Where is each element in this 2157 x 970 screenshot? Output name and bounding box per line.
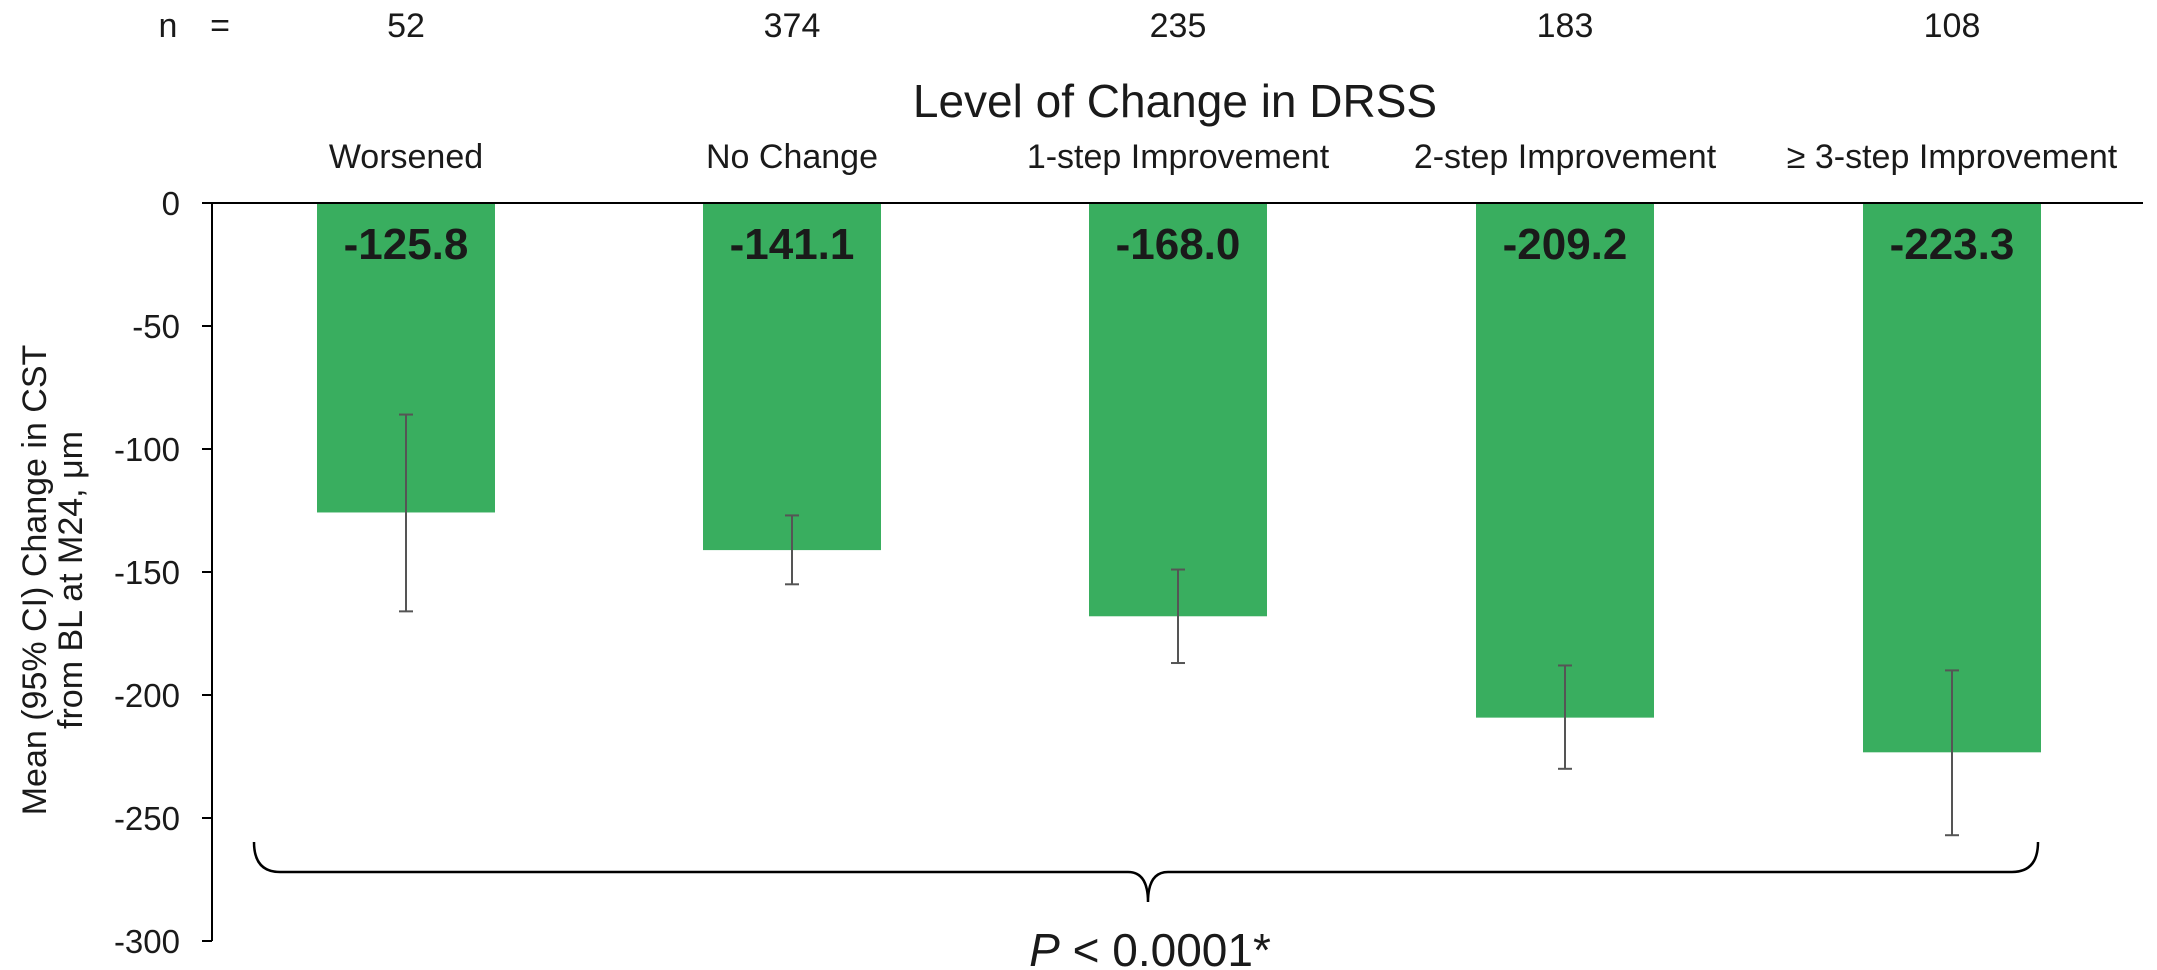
error-bars	[399, 413, 1959, 837]
n-value-0: 52	[387, 7, 425, 45]
value-label-1: -141.1	[730, 220, 855, 269]
significance-bracket	[252, 841, 2040, 903]
n-value-3: 183	[1537, 7, 1594, 45]
y-tick-label-4: -200	[114, 677, 180, 714]
value-label-0: -125.8	[344, 220, 469, 269]
y-tick-label-1: -50	[132, 308, 180, 345]
category-label-3: 2-step Improvement	[1414, 138, 1717, 176]
category-label-0: Worsened	[329, 138, 483, 176]
n-equals: =	[210, 7, 230, 45]
y-tick-label-6: -300	[114, 923, 180, 960]
p-value-letter: P	[1029, 924, 1060, 970]
n-value-1: 374	[764, 7, 821, 45]
value-label-2: -168.0	[1116, 220, 1241, 269]
y-tick-label-2: -100	[114, 431, 180, 468]
value-label-4: -223.3	[1890, 220, 2015, 269]
bar-1	[703, 203, 881, 551]
value-label-3: -209.2	[1503, 220, 1628, 269]
y-tick-label-0: 0	[162, 185, 180, 222]
n-value-4: 108	[1924, 7, 1981, 45]
bar-2	[1089, 203, 1267, 617]
chart-title: Level of Change in DRSS	[913, 75, 1437, 127]
y-tick-label-3: -150	[114, 554, 180, 591]
category-labels: Worsened No Change 1-step Improvement 2-ste…	[329, 138, 2118, 176]
category-label-4: ≥ 3-step Improvement	[1787, 138, 2118, 176]
category-label-1: No Change	[706, 138, 878, 176]
y-axis-label: Mean (95% CI) Change in CST from BL at M…	[16, 345, 90, 816]
bars	[317, 203, 2041, 753]
value-labels: -125.8 -141.1 -168.0 -209.2 -223.3	[344, 220, 2015, 269]
n-label: n	[159, 7, 178, 45]
y-ticks: 0 -50 -100 -150 -200 -250 -300	[114, 185, 212, 960]
n-value-2: 235	[1150, 7, 1207, 45]
bar-3	[1476, 203, 1654, 718]
y-axis-label-line1: Mean (95% CI) Change in CST	[16, 345, 54, 816]
y-tick-label-5: -250	[114, 800, 180, 837]
y-axis-label-line2: from BL at M24, μm	[52, 431, 90, 729]
category-label-2: 1-step Improvement	[1027, 138, 1330, 176]
n-values: 52 374 235 183 108	[387, 7, 1980, 45]
p-value: P < 0.0001*	[1029, 924, 1271, 970]
p-value-text: < 0.0001*	[1060, 924, 1271, 970]
bar-4	[1863, 203, 2041, 753]
